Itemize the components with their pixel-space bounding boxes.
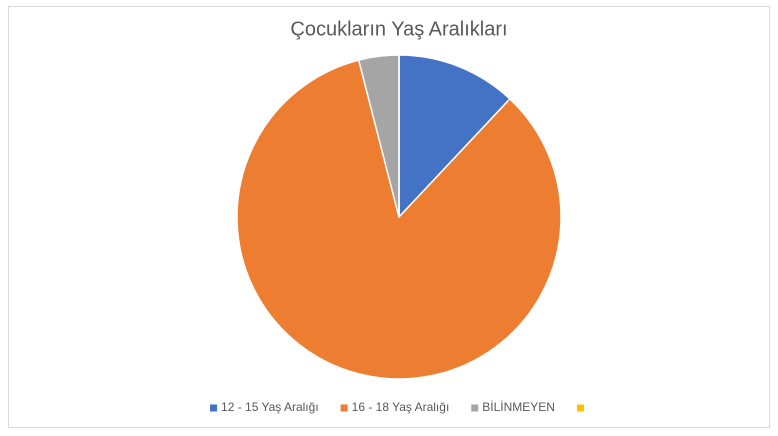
- legend-swatch: [210, 404, 218, 412]
- pie-slice: [398, 54, 511, 219]
- legend-label: BİLİNMEYEN: [482, 400, 555, 414]
- legend-swatch: [471, 404, 479, 412]
- chart-title: Çocukların Yaş Aralıkları: [290, 18, 507, 40]
- legend-swatch: [576, 404, 584, 412]
- legend-swatch: [340, 404, 348, 412]
- pie-slice: [236, 59, 562, 380]
- legend-label: 12 - 15 Yaş Aralığı: [221, 400, 319, 414]
- legend-label: 16 - 18 Yaş Aralığı: [352, 400, 450, 414]
